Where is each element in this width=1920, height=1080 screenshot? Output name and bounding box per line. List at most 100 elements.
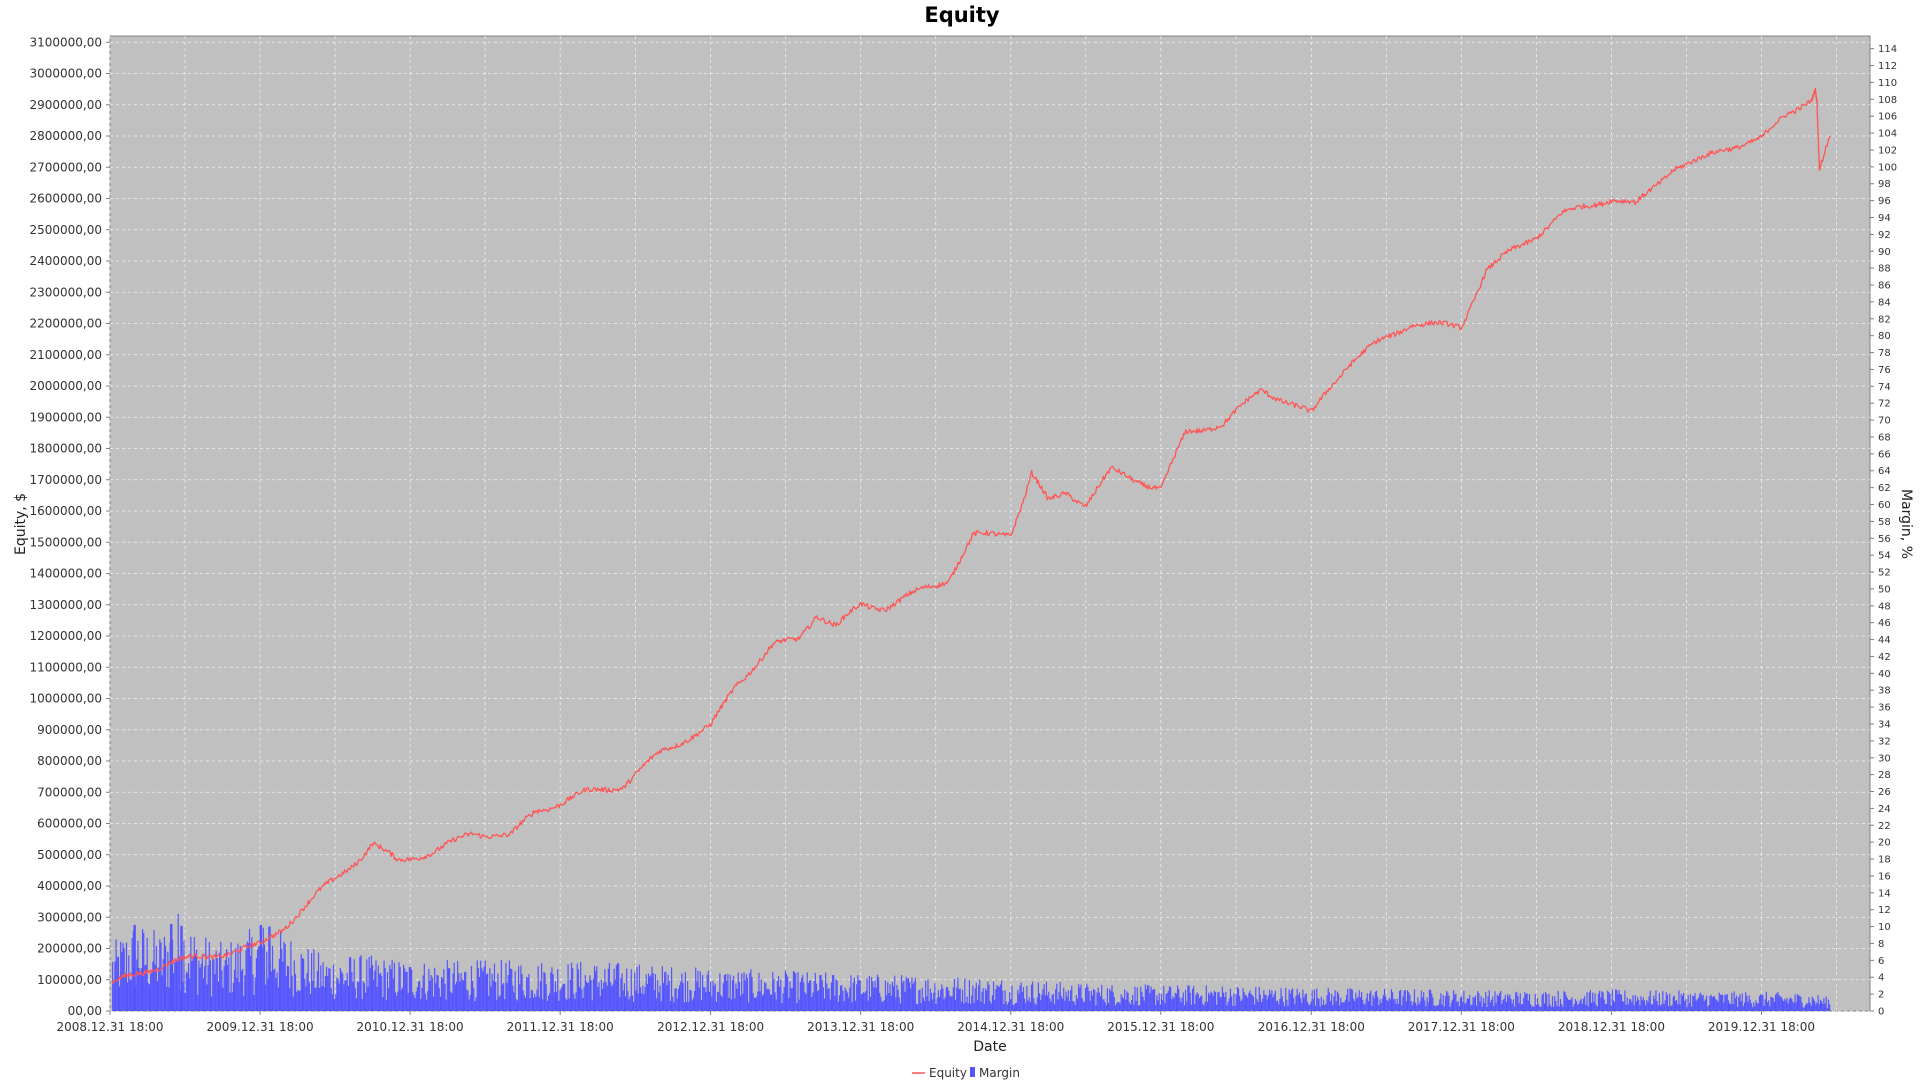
margin-bar	[967, 1002, 969, 1011]
margin-bar	[736, 988, 738, 1011]
margin-bar	[930, 992, 933, 1011]
margin-bar	[659, 985, 661, 1011]
margin-bar	[910, 988, 912, 1011]
margin-bar	[344, 980, 346, 1011]
margin-bar	[1809, 1002, 1811, 1011]
margin-bar	[1390, 989, 1393, 1011]
margin-bar	[789, 981, 791, 1011]
margin-bar	[273, 969, 275, 1011]
margin-bar	[1599, 990, 1601, 1011]
margin-bar	[884, 980, 887, 1011]
margin-bar	[798, 999, 800, 1011]
x-tick-label: 2011.12.31 18:00	[507, 1020, 614, 1034]
margin-bar	[1764, 999, 1766, 1011]
margin-bar	[480, 960, 482, 1011]
margin-bar	[973, 1002, 975, 1011]
margin-bar	[393, 962, 396, 1011]
margin-bar	[1133, 1004, 1135, 1011]
margin-peak-bar	[259, 924, 263, 1011]
margin-bar	[606, 985, 608, 1011]
margin-bar	[1018, 993, 1020, 1011]
margin-bar	[1212, 995, 1214, 1011]
margin-bar	[665, 971, 667, 1011]
margin-bar	[243, 995, 245, 1011]
margin-bar	[1256, 999, 1258, 1011]
margin-bar	[1434, 1005, 1436, 1011]
margin-bar	[1221, 986, 1224, 1011]
margin-bar	[1641, 1000, 1643, 1011]
margin-bar	[1812, 998, 1815, 1011]
margin-bar	[961, 989, 964, 1011]
margin-bar	[1356, 998, 1358, 1011]
margin-bar	[822, 987, 824, 1011]
margin-bar	[1650, 1003, 1652, 1011]
margin-bar	[702, 975, 704, 1011]
margin-bar	[1693, 996, 1695, 1011]
margin-bar	[1509, 994, 1511, 1011]
margin-bar	[1636, 996, 1639, 1011]
margin-bar	[129, 978, 131, 1011]
margin-bar	[138, 967, 140, 1011]
margin-bar	[1372, 995, 1374, 1011]
margin-bar	[530, 989, 532, 1011]
margin-bar	[1814, 1000, 1816, 1011]
right-tick-label: 76	[1878, 365, 1891, 376]
margin-bar	[842, 990, 844, 1011]
margin-bar	[1160, 993, 1163, 1011]
margin-bar	[1695, 1000, 1697, 1011]
margin-bar	[1691, 1006, 1693, 1011]
margin-bar	[572, 968, 574, 1011]
margin-bar	[1497, 995, 1500, 1011]
margin-bar	[844, 987, 846, 1011]
margin-bar	[1344, 999, 1347, 1011]
margin-bar	[696, 981, 698, 1011]
margin-bar	[345, 980, 347, 1011]
margin-bar	[215, 950, 217, 1011]
margin-bar	[1241, 999, 1243, 1011]
margin-bar	[697, 970, 699, 1011]
margin-bar	[1072, 1000, 1074, 1011]
margin-bar	[1408, 992, 1410, 1011]
margin-bar	[1558, 1006, 1560, 1011]
margin-bar	[1654, 998, 1656, 1011]
margin-bar	[754, 997, 757, 1011]
left-tick-label: 1100000,00	[29, 660, 102, 674]
margin-bar	[1302, 989, 1304, 1011]
margin-bar	[806, 972, 808, 1011]
margin-bar	[957, 977, 959, 1011]
margin-bar	[460, 972, 462, 1011]
margin-bar	[532, 997, 535, 1011]
right-tick-label: 6	[1878, 956, 1884, 967]
margin-bar	[335, 994, 337, 1011]
margin-bar	[591, 1000, 593, 1011]
margin-bar	[306, 973, 308, 1011]
margin-bar	[1254, 1004, 1256, 1011]
margin-bar	[1581, 1003, 1583, 1011]
margin-bar	[429, 980, 431, 1011]
margin-bar	[605, 982, 607, 1011]
margin-bar	[501, 984, 504, 1011]
margin-bar	[998, 986, 1000, 1011]
margin-bar	[285, 975, 287, 1011]
margin-bar	[1801, 1002, 1803, 1011]
margin-bar	[1715, 999, 1717, 1011]
margin-bar	[646, 983, 649, 1011]
margin-bar	[944, 997, 946, 1011]
margin-bar	[343, 984, 345, 1011]
margin-bar	[573, 993, 575, 1011]
margin-bar	[969, 1004, 972, 1011]
margin-bar	[453, 962, 455, 1011]
margin-bar	[233, 969, 236, 1011]
margin-bar	[355, 998, 358, 1011]
margin-bar	[1240, 1001, 1242, 1011]
margin-bar	[1470, 1005, 1472, 1011]
margin-bar	[1795, 1001, 1797, 1011]
margin-bar	[1326, 995, 1328, 1011]
margin-bar	[1605, 1004, 1608, 1011]
margin-bar	[1593, 1001, 1595, 1011]
margin-bar	[1689, 994, 1692, 1011]
margin-bar	[531, 990, 534, 1011]
margin-bar	[1037, 982, 1040, 1011]
margin-bar	[891, 981, 893, 1011]
margin-bar	[980, 1001, 982, 1011]
